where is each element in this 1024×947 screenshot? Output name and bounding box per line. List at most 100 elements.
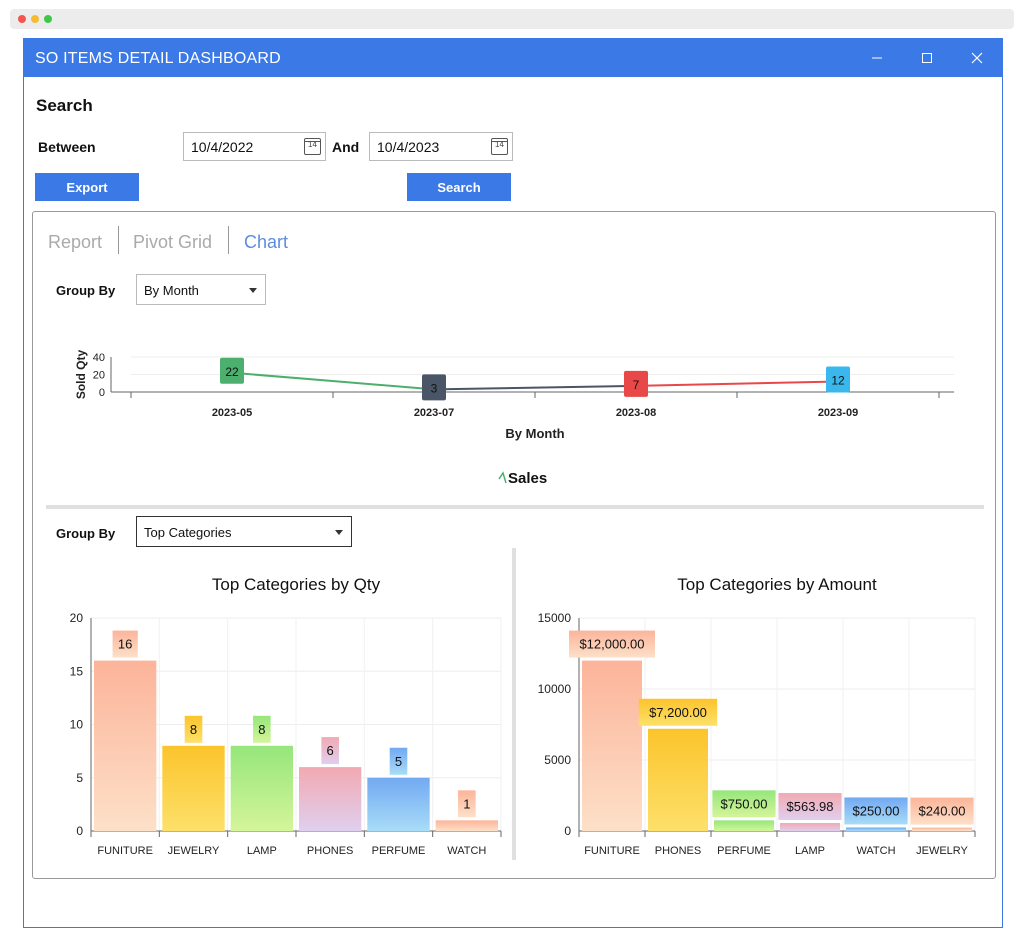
results-panel: Report Pivot Grid Chart Group By By Mont… <box>32 211 996 879</box>
y-tick-label: 15 <box>70 664 84 678</box>
calendar-icon[interactable]: 14 <box>491 138 508 155</box>
x-tick-label: 2023-07 <box>414 407 454 419</box>
section-divider <box>46 505 984 509</box>
data-label-bg <box>569 630 655 658</box>
group-by-label: Group By <box>56 526 116 541</box>
tab-report[interactable]: Report <box>48 232 103 252</box>
data-label-bg <box>220 357 244 384</box>
bar <box>846 827 906 831</box>
search-button[interactable]: Search <box>407 173 511 201</box>
search-heading: Search <box>36 96 93 115</box>
chevron-down-icon <box>335 530 343 535</box>
and-label: And <box>332 139 360 155</box>
top-categories-qty-chart: Top Categories by Qty0510152016FUNITURE8… <box>70 575 502 857</box>
minimize-icon <box>872 57 882 59</box>
legend-line-icon <box>498 471 507 484</box>
top-categories-amount-chart: Top Categories by Amount 0 5000 10000 15000 $… <box>538 575 976 857</box>
bar <box>367 777 430 831</box>
data-label-bg <box>389 747 408 775</box>
data-label: 22 <box>225 365 239 379</box>
data-label: 3 <box>431 381 438 395</box>
between-label: Between <box>38 139 96 155</box>
y-tick-label: 15000 <box>538 611 572 625</box>
data-label-bg <box>638 698 718 726</box>
chart-title: Top Categories by Qty <box>212 575 381 594</box>
bar <box>94 660 157 831</box>
close-button[interactable] <box>962 45 992 71</box>
x-tick-label: 2023-09 <box>818 407 858 419</box>
monthly-sales-line-chart: 0 20 40 Sold Qty 2023-05 22 2023-07 3 2023-08 7 20… <box>74 350 954 487</box>
maximize-dot-icon[interactable] <box>44 15 52 23</box>
series-line <box>231 371 435 391</box>
y-tick-label: 20 <box>93 370 105 382</box>
x-tick-label: 2023-08 <box>616 407 656 419</box>
group-by-category-select[interactable]: Top Categories <box>136 516 352 547</box>
x-tick-label: FUNITURE <box>97 845 153 857</box>
y-tick-label: 5000 <box>544 753 571 767</box>
bar <box>648 728 708 831</box>
x-tick-label: WATCH <box>447 845 486 857</box>
minimize-dot-icon[interactable] <box>31 15 39 23</box>
close-dot-icon[interactable] <box>18 15 26 23</box>
data-label: 12 <box>831 374 845 388</box>
from-date-value: 10/4/2022 <box>191 139 254 155</box>
calendar-icon[interactable]: 14 <box>304 138 321 155</box>
y-tick-label: 20 <box>70 611 84 625</box>
x-axis-title: By Month <box>505 426 564 441</box>
x-tick-label: PERFUME <box>717 845 771 857</box>
data-label: 6 <box>327 743 334 758</box>
data-label-bg <box>826 366 850 393</box>
data-label: $750.00 <box>721 796 768 811</box>
to-date-picker[interactable]: 10/4/2023 14 <box>369 132 513 161</box>
data-label-bg <box>422 374 446 401</box>
series-line <box>635 380 839 387</box>
data-label-bg <box>778 792 842 820</box>
minimize-button[interactable] <box>862 45 892 71</box>
group-by-label: Group By <box>56 283 116 298</box>
bar <box>912 827 972 831</box>
data-label: $563.98 <box>787 799 834 814</box>
y-tick-label: 0 <box>99 387 105 399</box>
data-label-bg <box>458 790 476 818</box>
data-label: 8 <box>258 722 265 737</box>
x-tick-label: PHONES <box>655 845 701 857</box>
tab-pivot-grid[interactable]: Pivot Grid <box>133 232 213 252</box>
browser-bar <box>10 9 1014 29</box>
x-tick-label: FUNITURE <box>584 845 640 857</box>
from-date-picker[interactable]: 10/4/2022 14 <box>183 132 326 161</box>
chart-divider <box>512 548 516 860</box>
group-by-month-value: By Month <box>144 283 199 298</box>
data-label: $12,000.00 <box>579 637 644 652</box>
title-bar: SO ITEMS DETAIL DASHBOARD <box>24 39 1002 77</box>
data-label-bg <box>321 737 339 765</box>
data-label: $240.00 <box>919 804 966 819</box>
window-title: SO ITEMS DETAIL DASHBOARD <box>35 50 281 67</box>
x-tick-label: LAMP <box>247 845 277 857</box>
data-label: 1 <box>463 796 470 811</box>
export-button[interactable]: Export <box>35 173 139 201</box>
data-label: $250.00 <box>853 803 900 818</box>
data-label: 7 <box>633 378 640 392</box>
data-label: 5 <box>395 754 402 769</box>
data-label-bg <box>624 370 648 397</box>
y-tick-label: 10000 <box>538 682 572 696</box>
bar <box>230 745 293 831</box>
tab-separator <box>228 226 229 254</box>
tab-separator <box>118 226 119 254</box>
y-tick-label: 5 <box>76 771 83 785</box>
y-tick-label: 0 <box>76 824 83 838</box>
data-label-bg <box>184 715 203 743</box>
dashboard-window: SO ITEMS DETAIL DASHBOARD Search Between… <box>23 38 1003 928</box>
tab-chart[interactable]: Chart <box>244 232 289 252</box>
x-tick-label: LAMP <box>795 845 825 857</box>
bar <box>435 820 498 831</box>
bar <box>162 745 225 831</box>
data-label-bg <box>712 790 776 818</box>
legend-series-label: Sales <box>508 470 547 487</box>
group-by-month-select[interactable]: By Month <box>136 274 266 305</box>
x-tick-label: WATCH <box>856 845 895 857</box>
x-tick-label: JEWELRY <box>916 845 968 857</box>
x-tick-label: PERFUME <box>372 845 426 857</box>
maximize-button[interactable] <box>912 45 942 71</box>
chevron-down-icon <box>249 288 257 293</box>
